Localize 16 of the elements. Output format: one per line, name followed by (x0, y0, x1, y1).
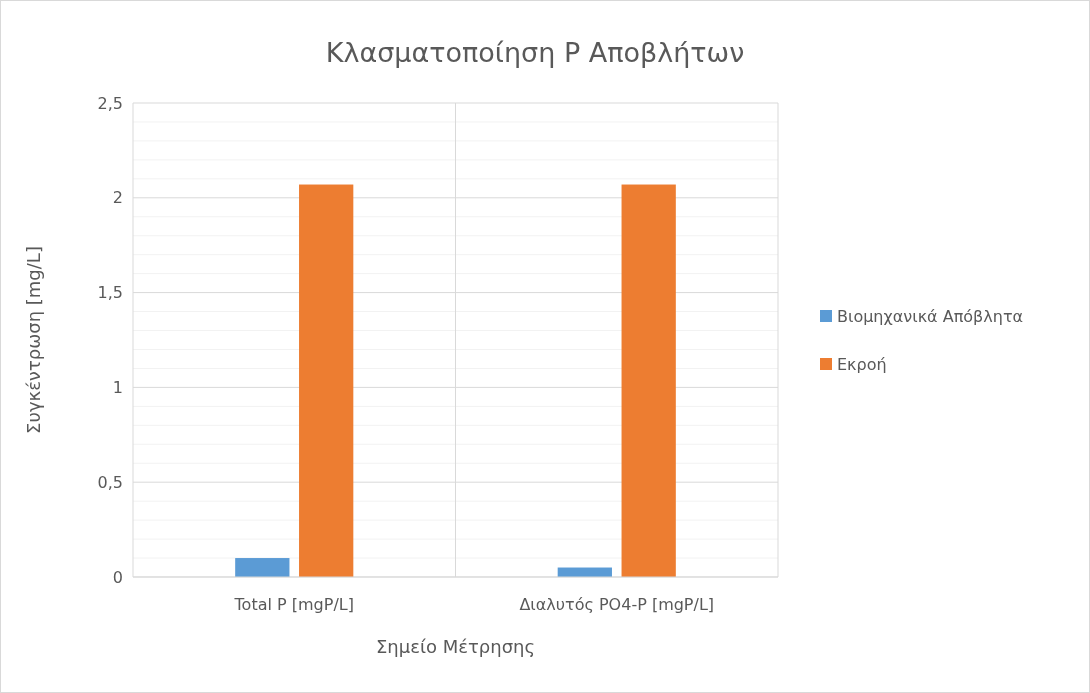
y-axis-title: Συγκέντρωση [mg/L] (23, 246, 44, 434)
y-tick-label: 1,5 (97, 283, 123, 303)
x-tick-label: Διαλυτός PO4-P [mgP/L] (519, 595, 715, 614)
y-tick-label: 2,5 (97, 93, 123, 113)
x-axis-title: Σημείο Μέτρησης (375, 636, 536, 657)
legend-label: Βιομηχανικά Απόβλητα (837, 306, 1024, 326)
bar (299, 184, 354, 577)
bar (621, 184, 676, 577)
y-tick-label: 1 (112, 378, 123, 397)
y-tick-label: 2 (112, 188, 123, 208)
chart-title: Κλασματοποίηση P Αποβλήτων (325, 37, 745, 68)
y-tick-label: 0,5 (97, 472, 123, 492)
x-tick-label: Total P [mgP/L] (233, 595, 354, 614)
legend-label: Εκροή (837, 354, 887, 374)
bar (235, 558, 290, 577)
y-tick-label: 0 (112, 567, 123, 587)
